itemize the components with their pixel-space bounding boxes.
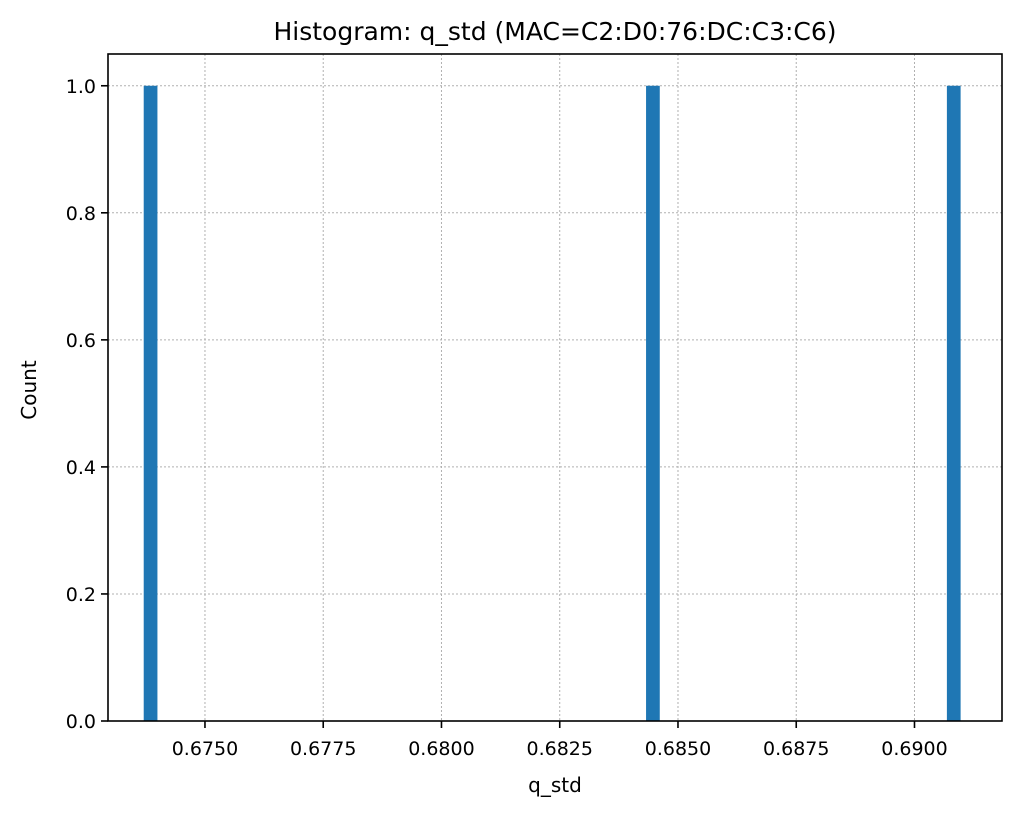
y-tick-label: 0.0 (66, 711, 96, 733)
histogram-bar (946, 85, 961, 721)
x-axis-label: q_std (528, 773, 582, 797)
x-tick-label: 0.6775 (290, 738, 356, 760)
chart-title: Histogram: q_std (MAC=C2:D0:76:DC:C3:C6) (273, 17, 836, 46)
grid-layer (108, 54, 1002, 722)
x-tick-label: 0.6875 (763, 738, 829, 760)
plot-frame (107, 53, 1003, 722)
x-tick-label: 0.6900 (881, 738, 947, 760)
y-axis-label: Count (17, 360, 41, 420)
x-tick-label: 0.6850 (645, 738, 711, 760)
x-tick-label: 0.6800 (408, 738, 474, 760)
ticks-layer: 0.6750 0.6775 0.6800 0.6825 0.6850 0.6875 0.69… (66, 76, 948, 760)
histogram-bar (646, 85, 660, 721)
y-tick-label: 0.2 (66, 584, 96, 606)
x-tick-label: 0.6750 (172, 738, 238, 760)
y-tick-label: 0.6 (66, 330, 96, 352)
y-tick-label: 1.0 (66, 76, 96, 98)
x-tick-label: 0.6825 (526, 738, 592, 760)
bars-layer (143, 85, 961, 721)
y-tick-label: 0.8 (66, 203, 96, 225)
histogram-bar (143, 85, 158, 721)
y-tick-label: 0.4 (66, 457, 96, 479)
